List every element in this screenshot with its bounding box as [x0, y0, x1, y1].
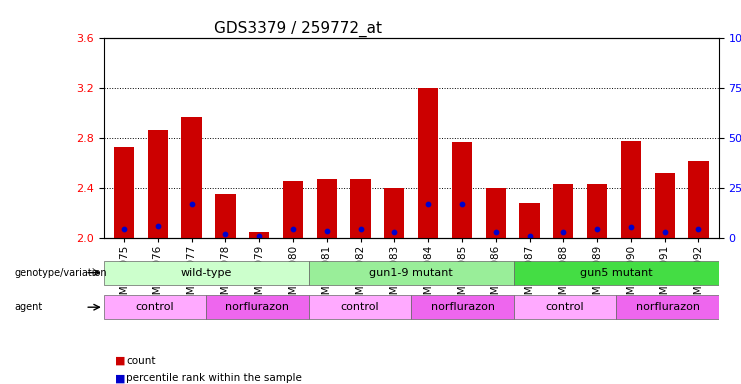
Point	[287, 226, 299, 232]
Bar	[519, 203, 539, 238]
Point	[693, 226, 705, 232]
Text: norflurazon: norflurazon	[636, 302, 700, 312]
Text: gun1-9 mutant: gun1-9 mutant	[369, 268, 453, 278]
Text: percentile rank within the sample: percentile rank within the sample	[126, 373, 302, 383]
Point	[659, 229, 671, 235]
Bar	[182, 117, 202, 238]
FancyBboxPatch shape	[514, 260, 719, 285]
Bar	[385, 188, 405, 238]
Text: norflurazon: norflurazon	[431, 302, 494, 312]
Text: GDS3379 / 259772_at: GDS3379 / 259772_at	[214, 21, 382, 37]
Bar	[350, 179, 370, 238]
Bar	[688, 161, 708, 238]
Bar	[452, 142, 472, 238]
FancyBboxPatch shape	[206, 295, 309, 319]
Text: genotype/variation: genotype/variation	[15, 268, 107, 278]
Bar	[418, 88, 438, 238]
Bar	[283, 180, 303, 238]
Bar	[621, 141, 641, 238]
Bar	[587, 184, 608, 238]
Text: ■: ■	[115, 356, 125, 366]
Point	[253, 232, 265, 238]
Point	[524, 232, 536, 238]
Point	[186, 201, 198, 207]
Point	[625, 224, 637, 230]
FancyBboxPatch shape	[104, 260, 309, 285]
Text: ■: ■	[115, 373, 125, 383]
Text: control: control	[136, 302, 174, 312]
FancyBboxPatch shape	[514, 295, 617, 319]
Point	[557, 229, 569, 235]
Bar	[316, 179, 337, 238]
Text: count: count	[126, 356, 156, 366]
Bar	[554, 184, 574, 238]
Text: control: control	[545, 302, 585, 312]
FancyBboxPatch shape	[309, 260, 514, 285]
Bar	[215, 194, 236, 238]
Point	[152, 222, 164, 228]
Point	[321, 227, 333, 233]
Point	[591, 226, 603, 232]
Bar	[147, 129, 168, 238]
Bar	[654, 173, 675, 238]
Bar	[114, 147, 134, 238]
Point	[422, 201, 434, 207]
Text: agent: agent	[15, 302, 43, 312]
Text: control: control	[341, 302, 379, 312]
Bar	[485, 188, 506, 238]
FancyBboxPatch shape	[309, 295, 411, 319]
Point	[456, 201, 468, 207]
Text: wild-type: wild-type	[181, 268, 232, 278]
Point	[355, 226, 367, 232]
Bar	[249, 232, 269, 238]
Point	[388, 229, 400, 235]
FancyBboxPatch shape	[617, 295, 719, 319]
FancyBboxPatch shape	[411, 295, 514, 319]
Point	[219, 231, 231, 237]
Point	[118, 226, 130, 232]
Text: gun5 mutant: gun5 mutant	[580, 268, 653, 278]
FancyBboxPatch shape	[104, 295, 206, 319]
Point	[490, 229, 502, 235]
Text: norflurazon: norflurazon	[225, 302, 290, 312]
